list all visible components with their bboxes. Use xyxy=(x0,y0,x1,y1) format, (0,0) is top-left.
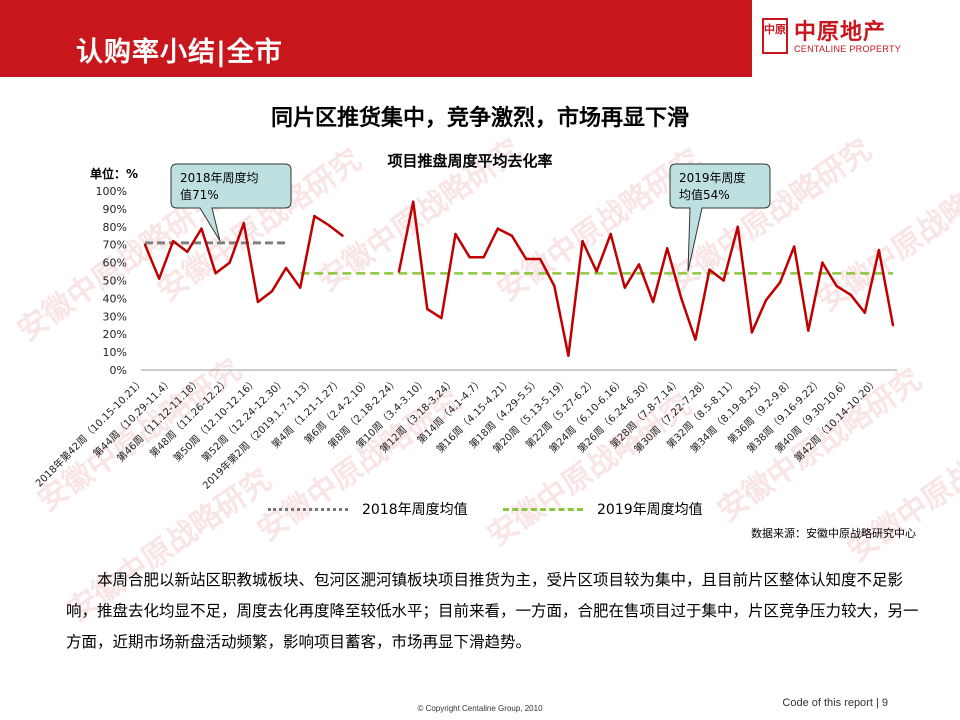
data-point xyxy=(341,234,344,237)
report-code-page: Code of this report | 9 xyxy=(782,697,888,709)
data-point xyxy=(891,324,895,327)
data-point xyxy=(284,266,288,270)
data-point xyxy=(736,225,739,228)
data-point xyxy=(313,214,316,218)
data-point xyxy=(510,234,514,237)
y-tick-label: 40% xyxy=(103,292,127,305)
data-point xyxy=(807,329,810,332)
data-point xyxy=(623,286,627,289)
page-title: 认购率小结|全市 xyxy=(76,37,283,68)
x-tick-label: 2018年第42周（10.15-10.21） xyxy=(33,375,148,490)
data-point xyxy=(821,261,824,264)
data-point xyxy=(665,247,669,250)
legend-item-2019: 2019年周度均值 xyxy=(503,497,703,521)
centaline-logo: 中原 中原地产 CENTALINE PROPERTY xyxy=(752,0,960,77)
legend-swatch-2019 xyxy=(503,507,583,511)
y-tick-label: 50% xyxy=(103,275,127,288)
data-point xyxy=(228,261,231,264)
data-point xyxy=(750,331,754,334)
logo-name-cn: 中原地产 xyxy=(794,20,887,45)
data-point xyxy=(454,232,457,236)
data-point xyxy=(397,270,401,273)
data-point xyxy=(680,297,683,300)
y-tick-label: 60% xyxy=(103,257,127,270)
data-point xyxy=(637,263,641,266)
y-tick-label: 20% xyxy=(103,328,127,341)
callout-2018-text: 值71% xyxy=(180,187,219,202)
data-point xyxy=(708,268,711,271)
data-point xyxy=(877,248,881,252)
data-point xyxy=(186,250,189,254)
data-point xyxy=(651,300,655,304)
data-point xyxy=(595,270,598,273)
data-point xyxy=(524,257,528,261)
copyright-text: © Copyright Centaline Group, 2010 xyxy=(417,704,543,713)
data-point xyxy=(172,239,175,243)
legend-swatch-2018 xyxy=(268,507,348,511)
y-tick-label: 0% xyxy=(110,364,127,377)
chart-title: 项目推盘周度平均去化率 xyxy=(387,152,552,170)
legend-item-2018: 2018年周度均值 xyxy=(268,497,468,521)
callout-2019-text: 均值54% xyxy=(679,187,730,202)
y-tick-label: 80% xyxy=(103,221,127,234)
y-tick-label: 90% xyxy=(103,203,127,216)
legend-label-2019: 2019年周度均值 xyxy=(597,502,703,518)
data-point xyxy=(242,222,245,225)
series-line-segment xyxy=(397,200,895,357)
data-point xyxy=(835,284,838,288)
data-point xyxy=(214,272,217,275)
data-point xyxy=(863,311,866,314)
data-point xyxy=(157,277,161,280)
data-source-note: 数据来源：安徽中原战略研究中心 xyxy=(751,527,916,540)
slide-subtitle: 同片区推货集中，竞争激烈，市场再显下滑 xyxy=(270,106,689,131)
y-tick-label: 70% xyxy=(103,239,127,252)
data-point xyxy=(256,300,260,304)
data-point xyxy=(553,284,556,288)
data-point xyxy=(440,316,443,320)
callout-2018-text: 2018年周度均 xyxy=(180,170,259,185)
data-point xyxy=(468,256,471,259)
y-tick-label: 30% xyxy=(103,310,127,323)
logo-name-en: CENTALINE PROPERTY xyxy=(794,44,902,54)
callout-2019-text: 2019年周度 xyxy=(679,170,746,185)
callout-2019-box xyxy=(669,163,771,272)
logo-seal: 中原 xyxy=(762,18,788,54)
data-point xyxy=(496,227,500,230)
data-point xyxy=(538,257,542,261)
data-point xyxy=(411,200,415,203)
callout-2018-box xyxy=(170,163,292,242)
y-tick-label: 10% xyxy=(103,346,127,359)
header-bar: 认购率小结|全市 中原 中原地产 CENTALINE PROPERTY xyxy=(0,0,960,77)
data-point xyxy=(299,286,302,289)
data-point xyxy=(793,245,796,248)
unit-label: 单位：% xyxy=(90,166,138,181)
data-point xyxy=(778,281,782,284)
y-tick-label: 100% xyxy=(96,185,127,198)
data-point xyxy=(426,307,429,311)
legend-label-2018: 2018年周度均值 xyxy=(362,502,468,518)
data-point xyxy=(609,232,612,236)
data-point xyxy=(567,354,570,357)
data-point xyxy=(327,223,330,227)
summary-paragraph: 本周合肥以新站区职教城板块、包河区淝河镇板块项目推货为主，受片区项目较为集中，且… xyxy=(66,571,919,651)
data-point xyxy=(722,279,725,282)
data-point xyxy=(764,298,768,302)
data-point xyxy=(849,293,852,297)
data-point xyxy=(581,239,584,243)
data-point xyxy=(270,290,274,293)
data-point xyxy=(200,227,203,230)
data-point xyxy=(482,256,485,259)
data-point xyxy=(143,243,147,246)
data-point xyxy=(694,338,697,341)
series-line-segment xyxy=(143,214,344,304)
